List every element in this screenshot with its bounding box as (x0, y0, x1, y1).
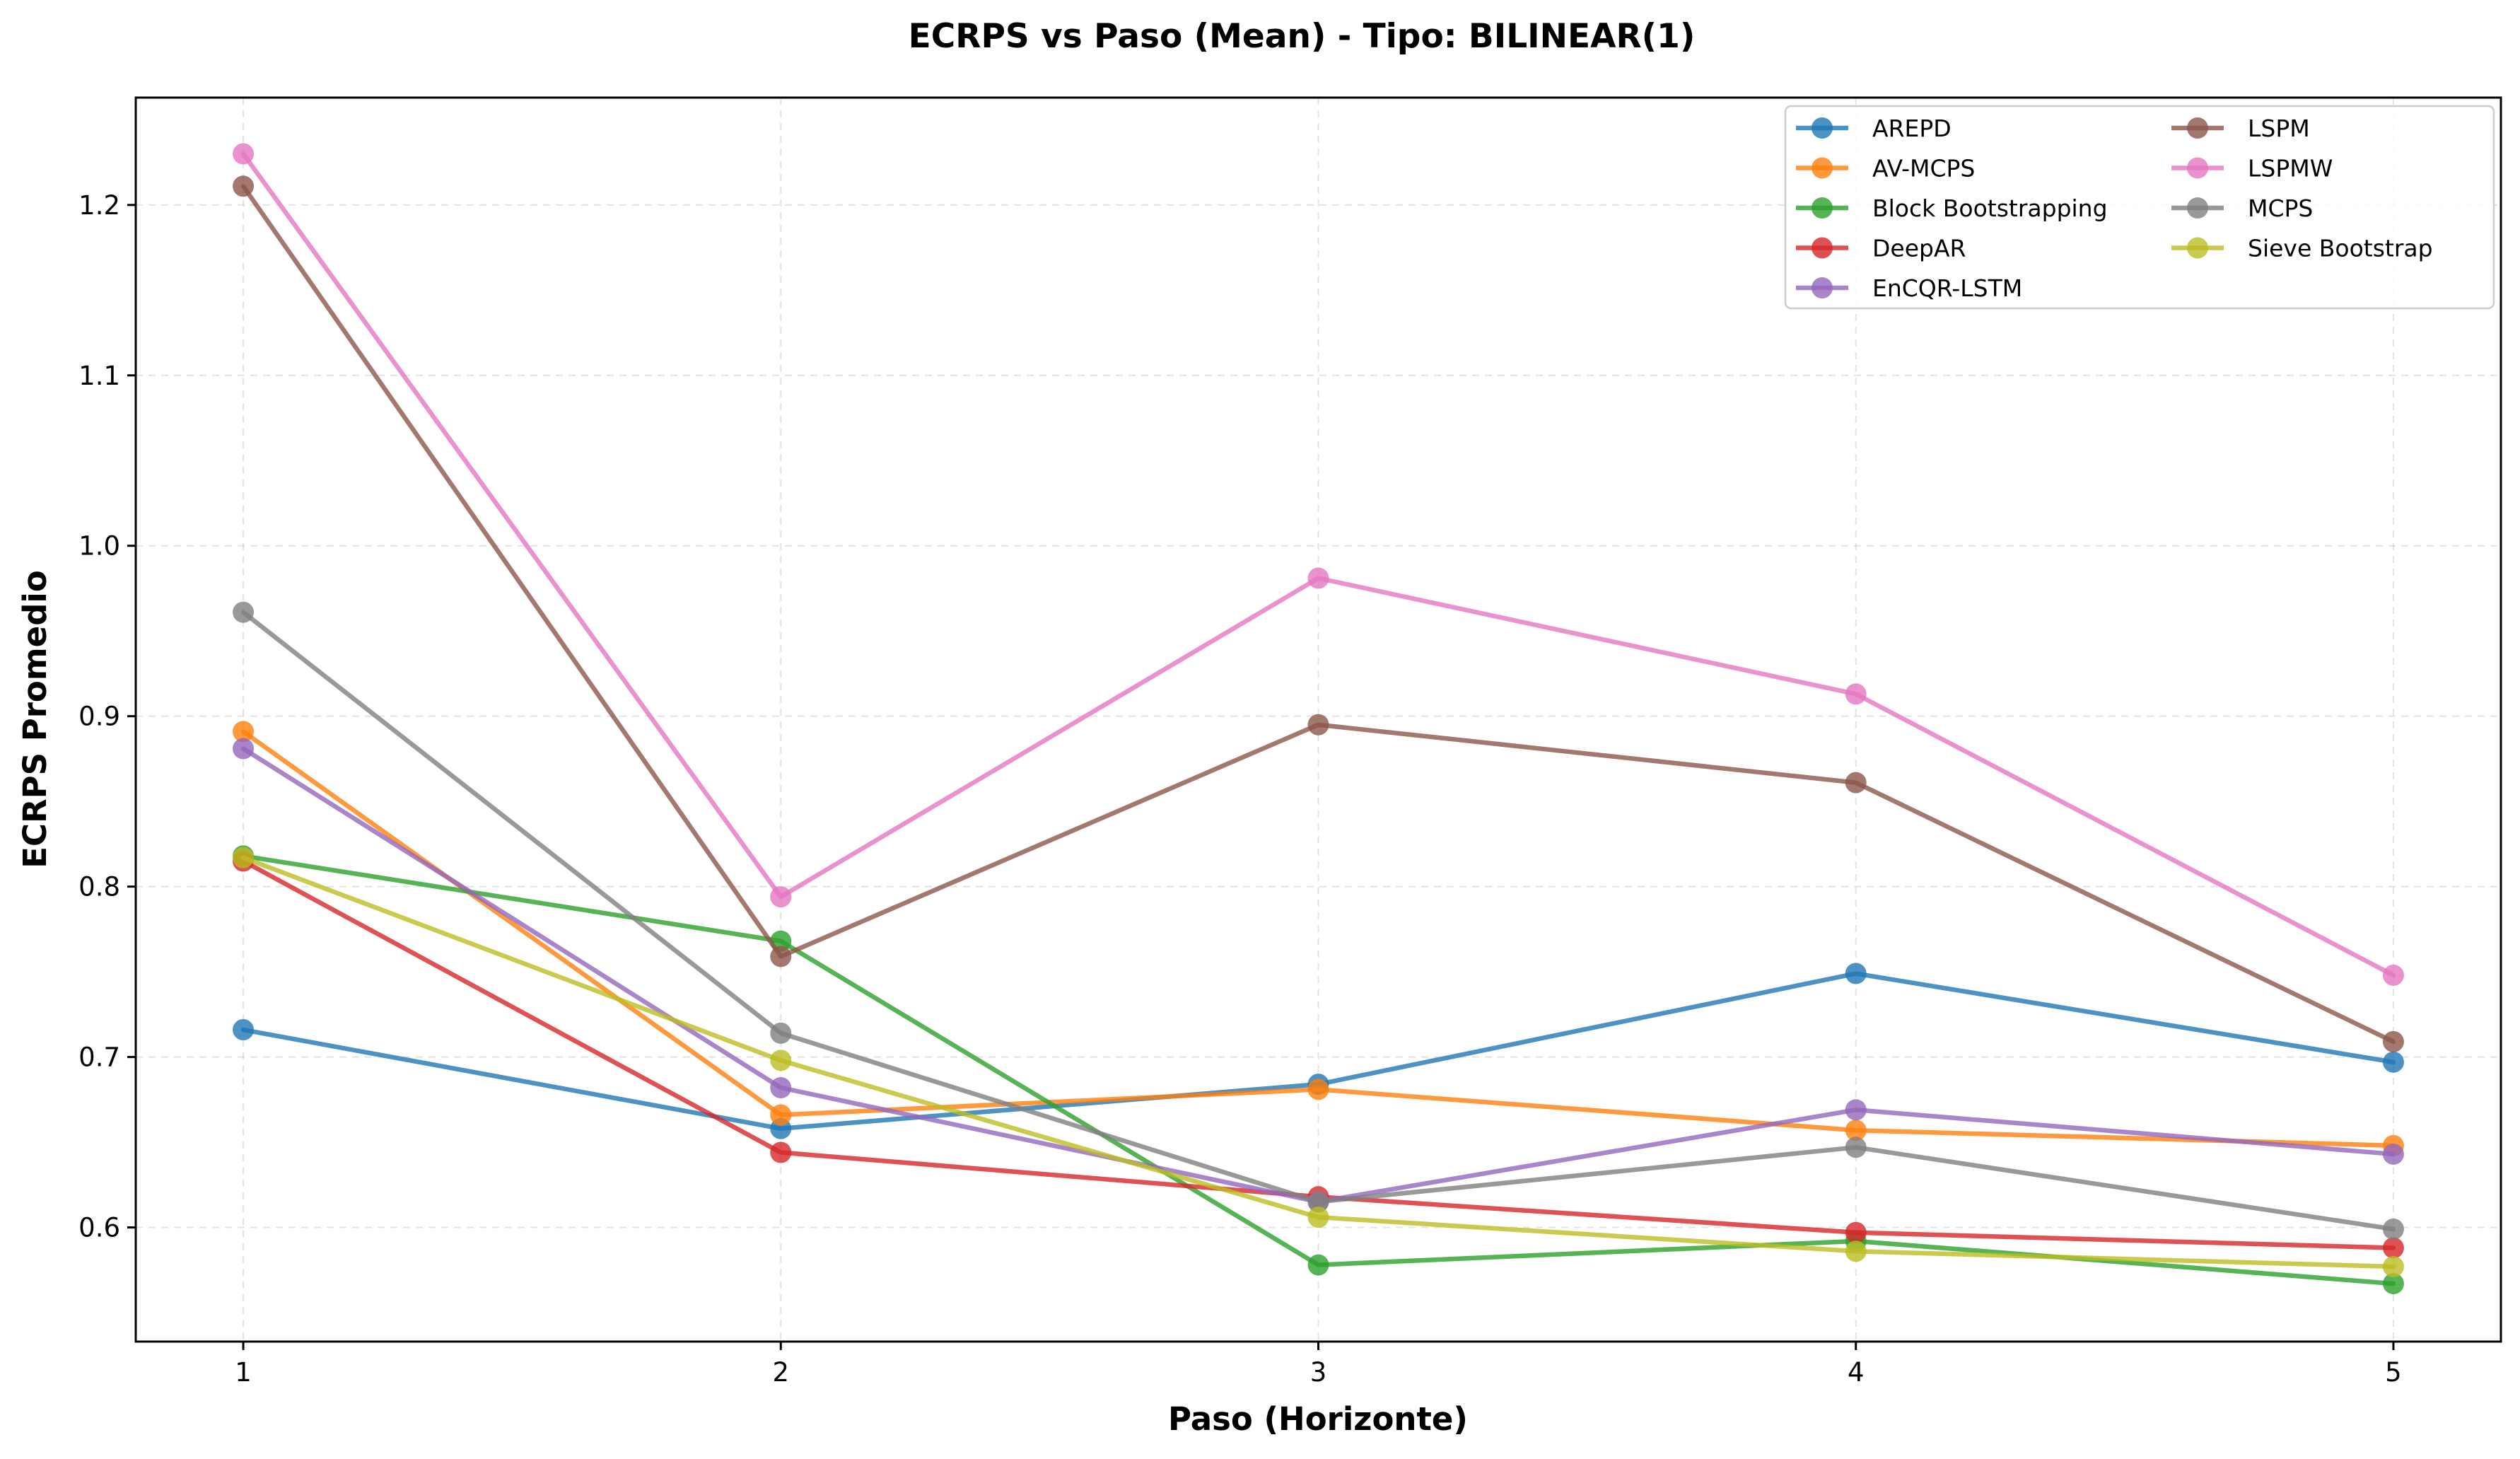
y-tick-label: 0.9 (78, 702, 120, 732)
legend-swatch-marker (2187, 237, 2208, 259)
legend-item: EnCQR-LSTM (1796, 274, 2022, 302)
y-tick-label: 1.0 (78, 531, 120, 562)
legend-label: Block Bootstrapping (1872, 194, 2108, 222)
y-tick-label: 0.6 (78, 1213, 120, 1243)
data-point (2382, 1273, 2404, 1295)
data-point (1307, 1254, 1329, 1276)
data-point (233, 847, 255, 868)
data-point (1845, 1099, 1867, 1121)
legend-frame (1784, 105, 2495, 310)
x-tick-label: 2 (772, 1357, 789, 1388)
y-tick-label: 0.7 (78, 1042, 120, 1073)
legend-label: AV-MCPS (1872, 155, 1975, 182)
legend-swatch-marker (2187, 117, 2208, 139)
legend-swatch-marker (1812, 117, 1833, 139)
legend-label: AREPD (1872, 115, 1952, 142)
x-axis-label: Paso (Horizonte) (1168, 1400, 1468, 1438)
data-point (233, 738, 255, 760)
legend-label: MCPS (2248, 194, 2313, 222)
legend-item: Sieve Bootstrap (2171, 235, 2433, 262)
x-tick-label: 4 (1848, 1357, 1865, 1388)
data-point (2382, 1030, 2404, 1052)
legend-swatch-marker (2187, 197, 2208, 219)
data-point (770, 1076, 792, 1098)
data-point (1307, 1079, 1329, 1100)
data-point (2382, 1237, 2404, 1259)
series-lspm (233, 175, 2404, 1052)
data-point (2382, 1051, 2404, 1073)
data-point (770, 886, 792, 908)
y-tick-label: 1.2 (78, 190, 120, 221)
data-point (233, 1019, 255, 1041)
data-point (1845, 963, 1867, 984)
data-point (1307, 567, 1329, 589)
data-point (233, 601, 255, 623)
data-point (770, 1141, 792, 1163)
series-layer (233, 143, 2404, 1295)
data-point (1845, 772, 1867, 794)
data-point (770, 1050, 792, 1071)
y-tick-label: 1.1 (78, 361, 120, 391)
series-mcps (233, 601, 2404, 1240)
legend: AREPD AV-MCPS Block Bootstrapping DeepAR EnC… (1784, 105, 2495, 310)
data-point (770, 1104, 792, 1126)
data-point (1845, 683, 1867, 705)
legend-swatch-marker (1812, 197, 1833, 219)
legend-label: Sieve Bootstrap (2248, 235, 2433, 262)
x-axis-ticks: 1 2 3 4 5 (235, 1342, 2402, 1388)
legend-item: LSPMW (2171, 155, 2333, 182)
legend-item: DeepAR (1796, 235, 1966, 262)
legend-label: EnCQR-LSTM (1872, 274, 2022, 302)
legend-label: LSPMW (2248, 155, 2333, 182)
data-point (770, 946, 792, 967)
x-tick-label: 1 (235, 1357, 252, 1388)
chart-title: ECRPS vs Paso (Mean) - Tipo: BILINEAR(1) (909, 17, 1696, 56)
data-point (1845, 1240, 1867, 1262)
data-point (1845, 1120, 1867, 1141)
series-lspmw (233, 143, 2404, 986)
legend-item: LSPM (2171, 115, 2310, 142)
data-point (233, 143, 255, 165)
data-point (1307, 714, 1329, 736)
legend-item: Block Bootstrapping (1796, 194, 2108, 222)
x-tick-label: 3 (1310, 1357, 1327, 1388)
data-point (1845, 1221, 1867, 1243)
legend-item: AV-MCPS (1796, 155, 1975, 182)
legend-swatch-marker (1812, 237, 1833, 259)
legend-item: AREPD (1796, 115, 1952, 142)
data-point (233, 175, 255, 197)
data-point (2382, 964, 2404, 986)
data-point (2382, 1255, 2404, 1277)
legend-label: DeepAR (1872, 235, 1966, 262)
data-point (1307, 1191, 1329, 1213)
y-axis-ticks: 0.6 0.7 0.8 0.9 1.0 1.1 1.2 (78, 190, 136, 1243)
y-axis-label: ECRPS Promedio (16, 570, 54, 868)
legend-label: LSPM (2248, 115, 2310, 142)
data-point (770, 1022, 792, 1044)
series-sieve-bootstrap (233, 847, 2404, 1277)
data-point (233, 721, 255, 743)
data-point (2382, 1143, 2404, 1165)
data-point (2382, 1218, 2404, 1240)
data-point (1845, 1137, 1867, 1158)
y-tick-label: 0.8 (78, 872, 120, 902)
legend-swatch-marker (1812, 157, 1833, 179)
legend-swatch-marker (1812, 277, 1833, 298)
legend-item: MCPS (2171, 194, 2313, 222)
data-point (1307, 1207, 1329, 1228)
legend-swatch-marker (2187, 157, 2208, 179)
x-tick-label: 5 (2385, 1357, 2402, 1388)
